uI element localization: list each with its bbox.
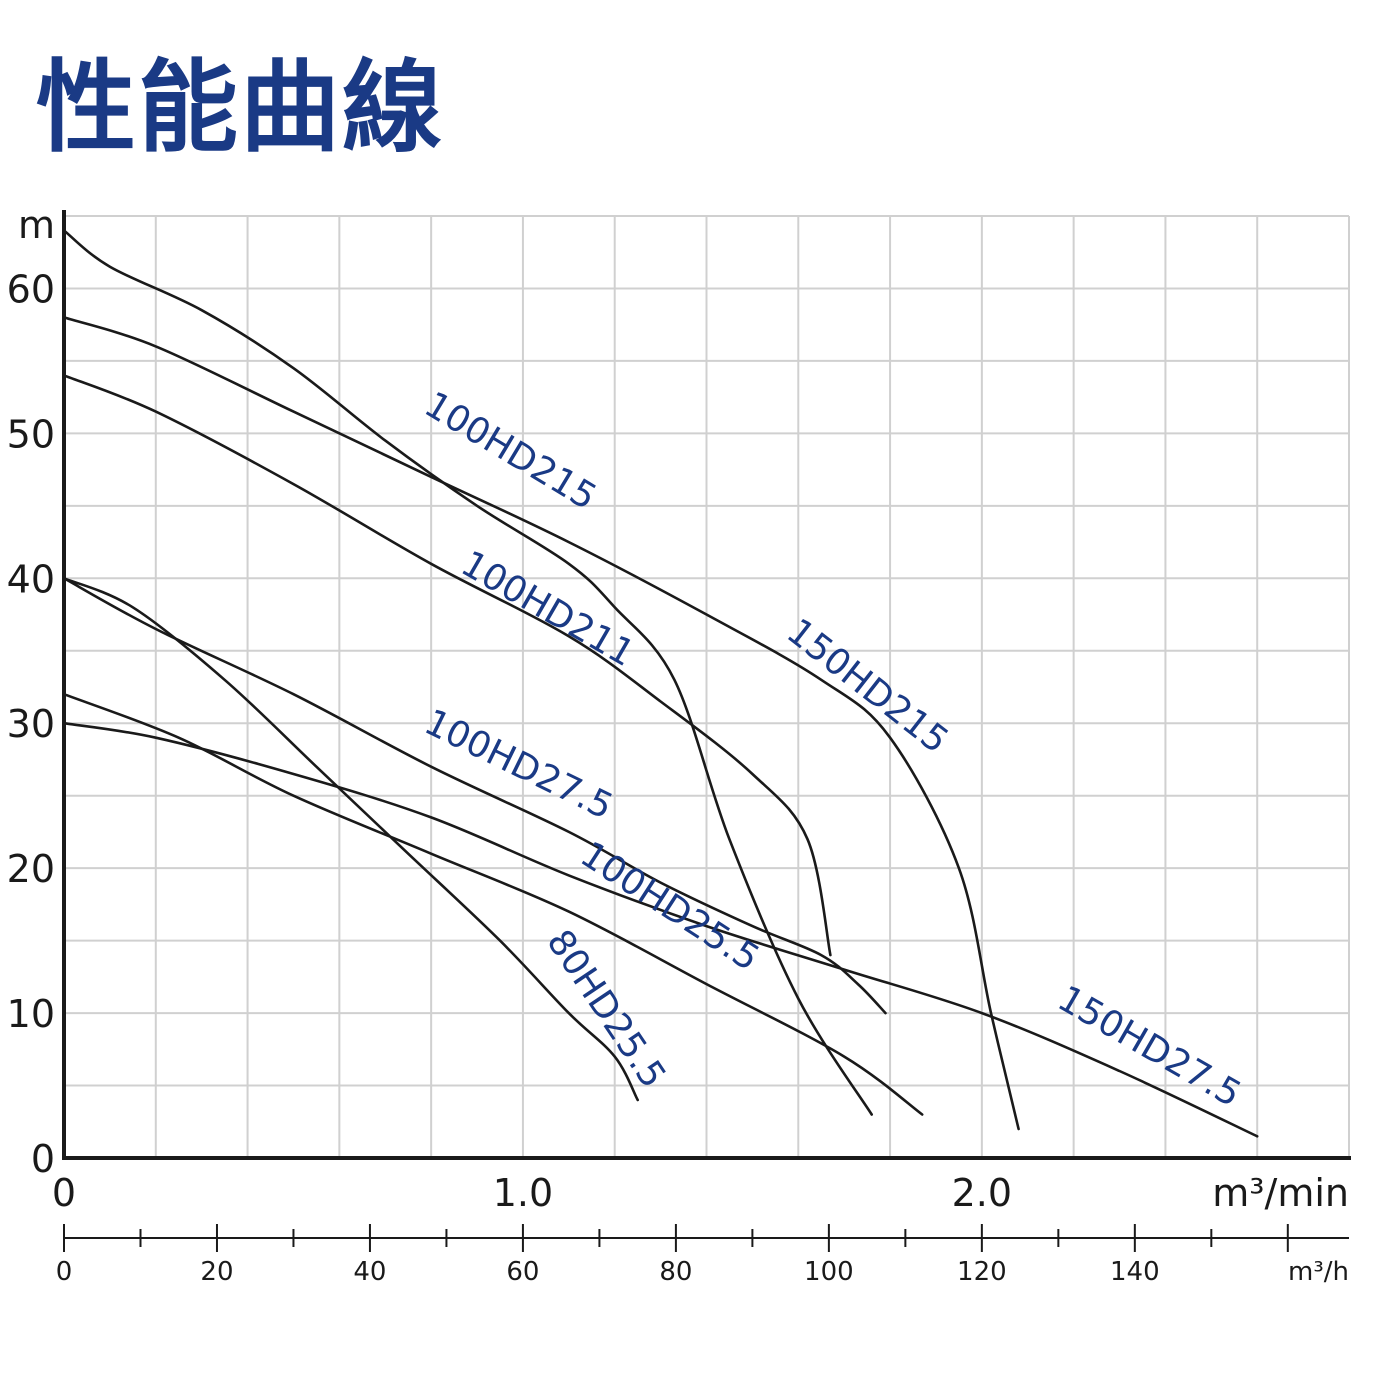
y-tick-label: 60 <box>7 267 55 311</box>
y-tick-label: 40 <box>7 557 55 601</box>
series-label-80hd25-5: 80HD25.5 <box>538 923 673 1096</box>
axes <box>62 210 1351 1252</box>
x2-axis-label: m³/h <box>1288 1257 1349 1287</box>
series-label-100hd211: 100HD211 <box>454 543 641 675</box>
y-axis-label: m <box>18 203 55 247</box>
curve-100hd27-5 <box>62 577 887 1015</box>
curves <box>62 229 1259 1138</box>
y-tick-label: 50 <box>7 412 55 456</box>
x2-tick-label: 0 <box>56 1257 73 1287</box>
tick-labels: 0 10 20 30 40 50 60 m 0 1.0 2.0 m³/min 0 20 40 60 80 100 1… <box>7 203 1349 1287</box>
x2-tick-label: 140 <box>1110 1257 1160 1287</box>
x-axis-label: m³/min <box>1212 1171 1349 1215</box>
grid <box>64 215 1350 1158</box>
x2-tick-label: 40 <box>353 1257 386 1287</box>
series-labels: 100HD215150HD215100HD211100HD27.580HD25.… <box>417 384 1247 1115</box>
curve-150hd27-5 <box>62 721 1259 1138</box>
x2-tick-label: 120 <box>957 1257 1007 1287</box>
chart-title: 性能曲線 <box>36 49 444 166</box>
x2-tick-label: 80 <box>659 1257 692 1287</box>
curve-100hd211 <box>62 374 832 957</box>
curve-100hd215 <box>62 229 873 1116</box>
x-tick-label: 1.0 <box>493 1171 553 1215</box>
series-label-150hd27-5: 150HD27.5 <box>1051 978 1248 1115</box>
x-tick-label: 2.0 <box>952 1171 1012 1215</box>
curve-150hd215 <box>62 316 1020 1131</box>
curve-100hd25-5 <box>62 692 924 1116</box>
y-tick-label: 10 <box>7 992 55 1036</box>
y-tick-label: 20 <box>7 847 55 891</box>
series-label-150hd215: 150HD215 <box>779 611 956 762</box>
x2-tick-label: 60 <box>506 1257 539 1287</box>
y-tick-label: 30 <box>7 702 55 746</box>
curve-80hd25-5 <box>62 577 639 1102</box>
x2-tick-label: 100 <box>804 1257 854 1287</box>
x2-tick-label: 20 <box>200 1257 233 1287</box>
y-tick-label: 0 <box>31 1137 55 1181</box>
series-label-100hd215: 100HD215 <box>417 384 603 518</box>
x-tick-label: 0 <box>52 1171 76 1215</box>
